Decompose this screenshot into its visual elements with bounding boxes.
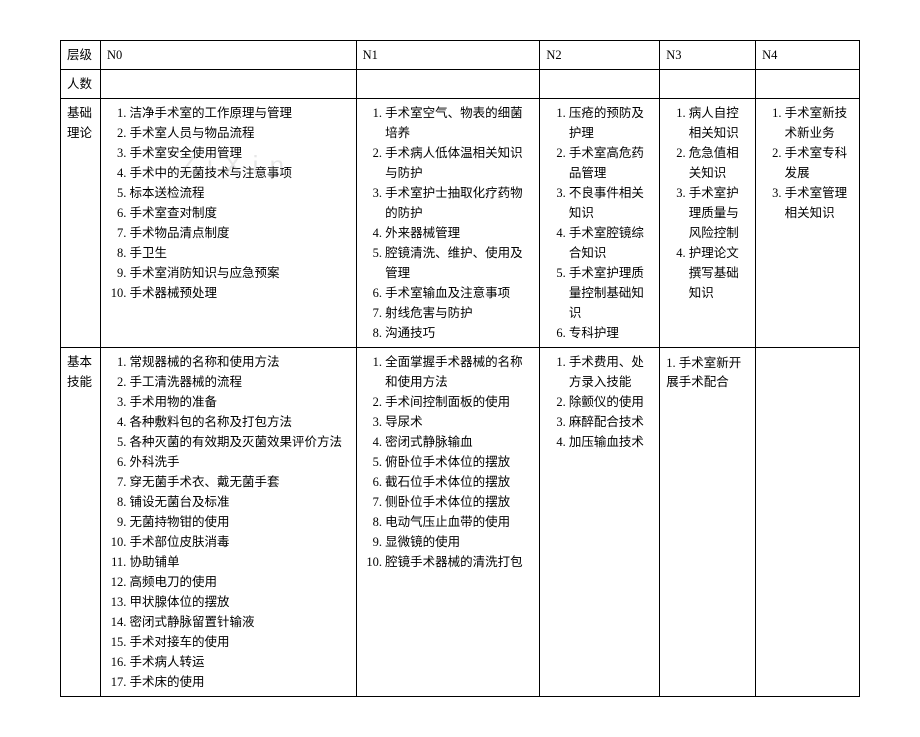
header-row: 层级 N0 N1 N2 N3 N4 [61, 41, 860, 70]
list-item: 全面掌握手术器械的名称和使用方法 [385, 352, 533, 392]
list-item: 手术室消防知识与应急预案 [129, 263, 349, 283]
list-item: 压疮的预防及护理 [569, 103, 653, 143]
list-item: 密闭式静脉输血 [385, 432, 533, 452]
header-n3: N3 [660, 41, 756, 70]
list-item: 标本送检流程 [129, 183, 349, 203]
list-item: 各种灭菌的有效期及灭菌效果评价方法 [129, 432, 349, 452]
list-item: 手术室空气、物表的细菌培养 [385, 103, 533, 143]
list-item: 穿无菌手术衣、戴无菌手套 [129, 472, 349, 492]
list-item: 手术器械预处理 [129, 283, 349, 303]
training-table: 层级 N0 N1 N2 N3 N4 人数 基础理论 洁净手术室的工作原理与管理手… [60, 40, 860, 697]
list-item: 射线危害与防护 [385, 303, 533, 323]
list-item: 显微镜的使用 [385, 532, 533, 552]
list-item: 协助铺单 [129, 552, 349, 572]
list-item: 手术室查对制度 [129, 203, 349, 223]
count-n4 [756, 70, 860, 99]
skill-row: 基本技能 常规器械的名称和使用方法手工清洗器械的流程手术用物的准备各种敷料包的名… [61, 348, 860, 697]
theory-n3: 病人自控相关知识危急值相关知识手术室护理质量与风险控制护理论文撰写基础知识 [660, 99, 756, 348]
list-item: 密闭式静脉留置针输液 [129, 612, 349, 632]
list-item: 铺设无菌台及标准 [129, 492, 349, 512]
list-item: 除颤仪的使用 [569, 392, 653, 412]
theory-n0-list: 洁净手术室的工作原理与管理手术室人员与物品流程手术室安全使用管理手术中的无菌技术… [107, 103, 350, 303]
list-item: 手术室护理质量与风险控制 [689, 183, 749, 243]
theory-n0: 洁净手术室的工作原理与管理手术室人员与物品流程手术室安全使用管理手术中的无菌技术… [100, 99, 356, 348]
list-item: 手术间控制面板的使用 [385, 392, 533, 412]
theory-n4-list: 手术室新技术新业务手术室专科发展手术室管理相关知识 [762, 103, 853, 223]
list-item: 手术室腔镜综合知识 [569, 223, 653, 263]
list-item: 手术对接车的使用 [129, 632, 349, 652]
list-item: 手术病人低体温相关知识与防护 [385, 143, 533, 183]
list-item: 手术用物的准备 [129, 392, 349, 412]
theory-label: 基础理论 [61, 99, 101, 348]
list-item: 手术室管理相关知识 [785, 183, 853, 223]
list-item: 各种敷料包的名称及打包方法 [129, 412, 349, 432]
theory-n1: 手术室空气、物表的细菌培养手术病人低体温相关知识与防护手术室护士抽取化疗药物的防… [356, 99, 540, 348]
list-item: 不良事件相关知识 [569, 183, 653, 223]
list-item: 电动气压止血带的使用 [385, 512, 533, 532]
list-item: 导尿术 [385, 412, 533, 432]
list-item: 手术室新技术新业务 [785, 103, 853, 143]
list-item: 侧卧位手术体位的摆放 [385, 492, 533, 512]
count-row: 人数 [61, 70, 860, 99]
skill-n3: 1. 手术室新开展手术配合 [660, 348, 756, 697]
list-item: 沟通技巧 [385, 323, 533, 343]
list-item: 常规器械的名称和使用方法 [129, 352, 349, 372]
list-item: 危急值相关知识 [689, 143, 749, 183]
count-n0 [100, 70, 356, 99]
count-n3 [660, 70, 756, 99]
list-item: 护理论文撰写基础知识 [689, 243, 749, 303]
list-item: 手术病人转运 [129, 652, 349, 672]
header-level: 层级 [61, 41, 101, 70]
list-item: 洁净手术室的工作原理与管理 [129, 103, 349, 123]
theory-n2-list: 压疮的预防及护理手术室高危药品管理不良事件相关知识手术室腔镜综合知识手术室护理质… [546, 103, 653, 343]
list-item: 手术中的无菌技术与注意事项 [129, 163, 349, 183]
list-item: 无菌持物钳的使用 [129, 512, 349, 532]
list-item: 手术物品清点制度 [129, 223, 349, 243]
list-item: 加压输血技术 [569, 432, 653, 452]
list-item: 专科护理 [569, 323, 653, 343]
header-n1: N1 [356, 41, 540, 70]
theory-row: 基础理论 洁净手术室的工作原理与管理手术室人员与物品流程手术室安全使用管理手术中… [61, 99, 860, 348]
skill-n2: 手术费用、处方录入技能除颤仪的使用麻醉配合技术加压输血技术 [540, 348, 660, 697]
theory-n2: 压疮的预防及护理手术室高危药品管理不良事件相关知识手术室腔镜综合知识手术室护理质… [540, 99, 660, 348]
list-item: 手工清洗器械的流程 [129, 372, 349, 392]
list-item: 截石位手术体位的摆放 [385, 472, 533, 492]
list-item: 甲状腺体位的摆放 [129, 592, 349, 612]
list-item: 腔镜手术器械的清洗打包 [385, 552, 533, 572]
list-item: 腔镜清洗、维护、使用及管理 [385, 243, 533, 283]
list-item: 俯卧位手术体位的摆放 [385, 452, 533, 472]
list-item: 手术费用、处方录入技能 [569, 352, 653, 392]
list-item: 手术室护士抽取化疗药物的防护 [385, 183, 533, 223]
list-item: 手术室高危药品管理 [569, 143, 653, 183]
theory-n1-list: 手术室空气、物表的细菌培养手术病人低体温相关知识与防护手术室护士抽取化疗药物的防… [363, 103, 534, 343]
skill-label: 基本技能 [61, 348, 101, 697]
list-item: 麻醉配合技术 [569, 412, 653, 432]
skill-n0: 常规器械的名称和使用方法手工清洗器械的流程手术用物的准备各种敷料包的名称及打包方… [100, 348, 356, 697]
list-item: 病人自控相关知识 [689, 103, 749, 143]
list-item: 手术部位皮肤消毒 [129, 532, 349, 552]
list-item: 外来器械管理 [385, 223, 533, 243]
list-item: 外科洗手 [129, 452, 349, 472]
theory-n3-list: 病人自控相关知识危急值相关知识手术室护理质量与风险控制护理论文撰写基础知识 [666, 103, 749, 303]
list-item: 手术室安全使用管理 [129, 143, 349, 163]
skill-n4 [756, 348, 860, 697]
list-item: 手术室专科发展 [785, 143, 853, 183]
header-n2: N2 [540, 41, 660, 70]
skill-n1-list: 全面掌握手术器械的名称和使用方法手术间控制面板的使用导尿术密闭式静脉输血俯卧位手… [363, 352, 534, 572]
count-label: 人数 [61, 70, 101, 99]
theory-n4: 手术室新技术新业务手术室专科发展手术室管理相关知识 [756, 99, 860, 348]
list-item: 高频电刀的使用 [129, 572, 349, 592]
header-n4: N4 [756, 41, 860, 70]
skill-n1: 全面掌握手术器械的名称和使用方法手术间控制面板的使用导尿术密闭式静脉输血俯卧位手… [356, 348, 540, 697]
list-item: 手术床的使用 [129, 672, 349, 692]
count-n2 [540, 70, 660, 99]
skill-n2-list: 手术费用、处方录入技能除颤仪的使用麻醉配合技术加压输血技术 [546, 352, 653, 452]
list-item: 手卫生 [129, 243, 349, 263]
list-item: 手术室输血及注意事项 [385, 283, 533, 303]
list-item: 手术室人员与物品流程 [129, 123, 349, 143]
header-n0: N0 [100, 41, 356, 70]
list-item: 手术室护理质量控制基础知识 [569, 263, 653, 323]
skill-n0-list: 常规器械的名称和使用方法手工清洗器械的流程手术用物的准备各种敷料包的名称及打包方… [107, 352, 350, 692]
count-n1 [356, 70, 540, 99]
